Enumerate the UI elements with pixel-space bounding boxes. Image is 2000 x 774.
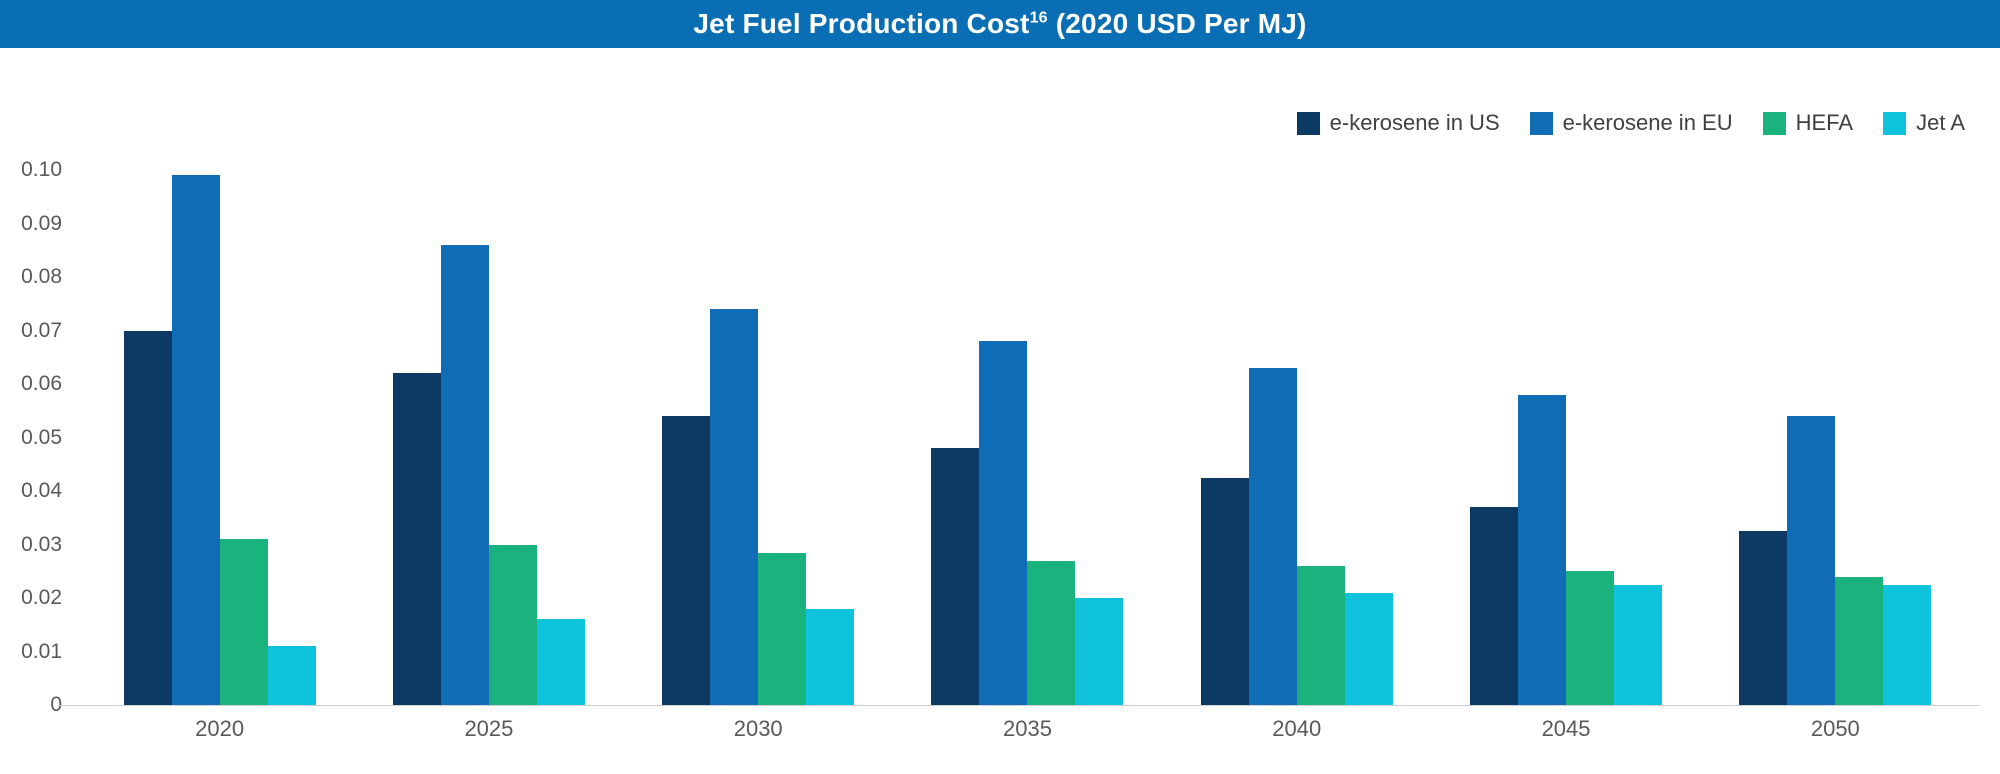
bar-hefa-2035 bbox=[1027, 560, 1076, 705]
bar-group-2035 bbox=[893, 170, 1162, 705]
bar-e-kerosene-in-eu-2050 bbox=[1787, 416, 1836, 705]
y-axis: 0.10 0.09 0.08 0.07 0.06 0.05 0.04 0.03 0.02 0.01… bbox=[0, 158, 62, 716]
y-tick-label: 0.04 bbox=[21, 479, 62, 502]
x-tick-label: 2035 bbox=[1003, 716, 1052, 741]
chart-title: Jet Fuel Production Cost16 (2020 USD Per… bbox=[693, 8, 1306, 40]
y-tick-label: 0.09 bbox=[21, 211, 62, 235]
y-tick-label: 0.06 bbox=[21, 372, 62, 395]
bar-group-2025 bbox=[354, 170, 623, 705]
bar-hefa-2045 bbox=[1566, 571, 1615, 705]
bar-jet-a-2050 bbox=[1883, 584, 1932, 705]
chart-title-suffix: (2020 USD Per MJ) bbox=[1047, 8, 1307, 39]
legend-label: HEFA bbox=[1795, 110, 1854, 135]
legend-label: e-kerosene in EU bbox=[1562, 110, 1733, 135]
x-axis: 2020 2025 2030 2035 2040 2045 2050 bbox=[85, 716, 1970, 742]
x-tick-label: 2050 bbox=[1810, 716, 1860, 741]
bar-e-kerosene-in-eu-2030 bbox=[710, 309, 759, 705]
bar-e-kerosene-in-us-2040 bbox=[1200, 477, 1249, 705]
x-tick-label: 2025 bbox=[464, 716, 514, 741]
bar-jet-a-2020 bbox=[267, 646, 316, 705]
chart-title-footnote: 16 bbox=[1029, 9, 1048, 27]
y-tick-label: 0.01 bbox=[21, 639, 62, 663]
bar-hefa-2050 bbox=[1835, 576, 1884, 705]
bar-group-2030 bbox=[624, 170, 893, 705]
y-tick-label: 0.02 bbox=[21, 586, 62, 609]
legend-label: e-kerosene in US bbox=[1329, 110, 1500, 135]
bar-jet-a-2040 bbox=[1344, 592, 1393, 705]
legend-item-e-kerosene-in-us: e-kerosene in US bbox=[1296, 110, 1500, 136]
x-tick-label: 2045 bbox=[1541, 716, 1591, 741]
legend-item-hefa: HEFA bbox=[1762, 110, 1854, 136]
legend-item-e-kerosene-in-eu: e-kerosene in EU bbox=[1529, 110, 1733, 136]
bar-e-kerosene-in-us-2045 bbox=[1470, 507, 1519, 705]
legend-item-jet-a: Jet A bbox=[1883, 110, 1965, 136]
plot-area bbox=[85, 170, 1970, 705]
bar-jet-a-2035 bbox=[1075, 598, 1124, 705]
bar-e-kerosene-in-us-2050 bbox=[1739, 531, 1788, 705]
bar-e-kerosene-in-eu-2035 bbox=[979, 341, 1028, 705]
bar-jet-a-2025 bbox=[536, 619, 585, 705]
y-tick-label: 0.05 bbox=[21, 425, 62, 449]
bar-group-2050 bbox=[1701, 170, 1970, 705]
bar-jet-a-2030 bbox=[806, 608, 855, 705]
bar-hefa-2020 bbox=[219, 539, 268, 705]
legend-swatch-icon bbox=[1296, 111, 1320, 135]
chart-title-bar: Jet Fuel Production Cost16 (2020 USD Per… bbox=[0, 0, 2000, 48]
bar-e-kerosene-in-us-2030 bbox=[662, 416, 711, 705]
y-tick-label: 0.10 bbox=[21, 158, 62, 181]
bar-e-kerosene-in-eu-2025 bbox=[440, 244, 489, 705]
bar-e-kerosene-in-eu-2040 bbox=[1248, 367, 1297, 705]
legend-swatch-icon bbox=[1762, 111, 1786, 135]
bar-group-2020 bbox=[85, 170, 354, 705]
bar-e-kerosene-in-eu-2020 bbox=[171, 175, 220, 705]
bar-e-kerosene-in-us-2035 bbox=[931, 448, 980, 705]
bar-e-kerosene-in-us-2025 bbox=[392, 373, 441, 705]
bar-jet-a-2045 bbox=[1614, 584, 1663, 705]
bar-hefa-2025 bbox=[488, 544, 537, 705]
y-tick-label: 0.03 bbox=[21, 532, 62, 556]
x-tick-label: 2040 bbox=[1272, 716, 1322, 741]
bar-hefa-2040 bbox=[1296, 565, 1345, 705]
y-tick-label: 0.07 bbox=[21, 318, 62, 342]
x-tick-label: 2020 bbox=[195, 716, 245, 741]
bar-e-kerosene-in-us-2020 bbox=[123, 330, 172, 705]
x-axis-line bbox=[58, 705, 1980, 706]
legend: e-kerosene in US e-kerosene in EU HEFA Jet … bbox=[1296, 110, 1965, 136]
legend-swatch-icon bbox=[1883, 111, 1907, 135]
y-tick-label: 0.08 bbox=[21, 265, 62, 288]
y-tick-label: 0 bbox=[50, 693, 62, 716]
bar-e-kerosene-in-eu-2045 bbox=[1518, 394, 1567, 705]
chart: 0.10 0.09 0.08 0.07 0.06 0.05 0.04 0.03 0.02 0.01… bbox=[0, 158, 2000, 716]
bar-group-2040 bbox=[1162, 170, 1431, 705]
chart-title-main: Jet Fuel Production Cost bbox=[693, 8, 1030, 39]
bar-hefa-2030 bbox=[758, 552, 807, 705]
legend-label: Jet A bbox=[1916, 110, 1965, 135]
x-tick-label: 2030 bbox=[733, 716, 783, 741]
bar-group-2045 bbox=[1431, 170, 1700, 705]
legend-swatch-icon bbox=[1529, 111, 1553, 135]
